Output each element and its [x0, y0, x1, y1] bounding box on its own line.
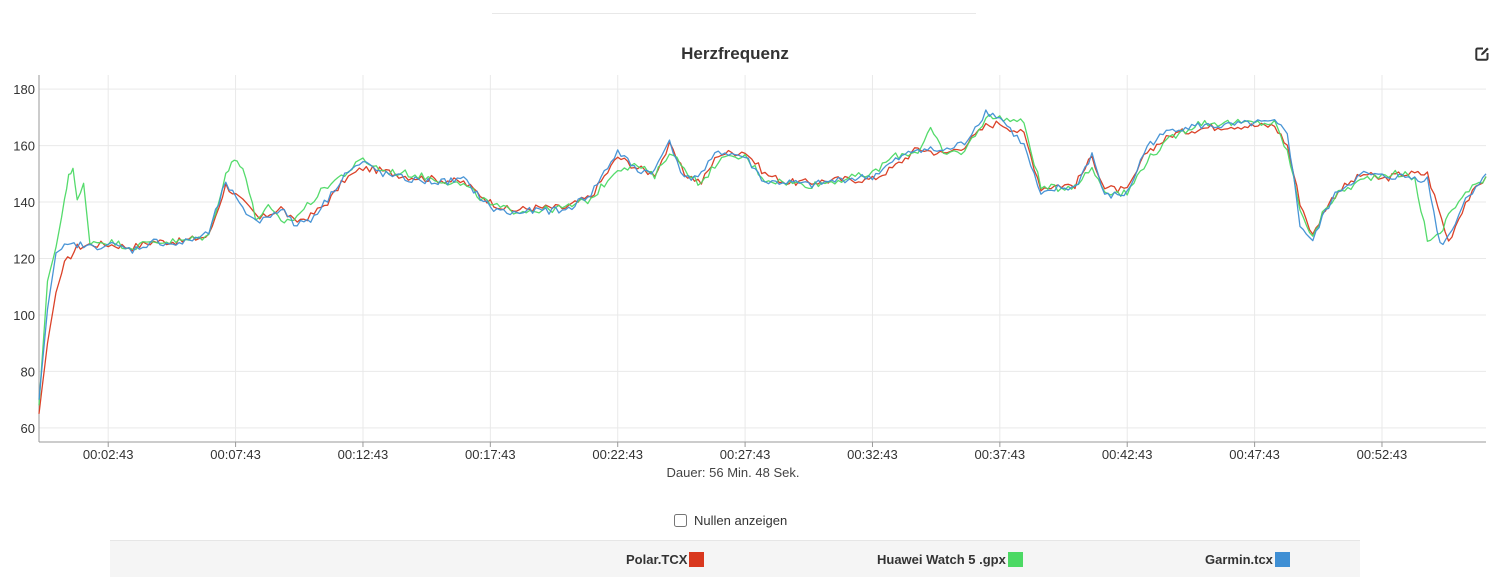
series-line-garmin-tcx: [38, 109, 1487, 400]
y-tick-label: 180: [13, 82, 35, 97]
legend-label-polar: Polar.TCX: [626, 552, 688, 567]
series-line-polar-tcx: [38, 120, 1487, 414]
x-tick-label: 00:17:43: [465, 447, 516, 462]
y-tick-label: 140: [13, 195, 35, 210]
tick-labels: 60 80 100 120 140 160 180 00:02:43 00:07:43 00:12…: [13, 82, 1407, 462]
show-zeros-label: Nullen anzeigen: [694, 512, 788, 528]
x-tick-label: 00:02:43: [83, 447, 134, 462]
legend-item-garmin[interactable]: Garmin.tcx: [1205, 552, 1290, 567]
x-tick-label: 00:37:43: [975, 447, 1026, 462]
y-tick-label: 100: [13, 308, 35, 323]
legend-label-huawei: Huawei Watch 5 .gpx: [877, 552, 1006, 567]
y-tick-label: 120: [13, 252, 35, 267]
x-tick-label: 00:52:43: [1357, 447, 1408, 462]
legend-swatch-huawei: [1007, 552, 1023, 567]
legend-item-polar[interactable]: Polar.TCX: [626, 552, 705, 567]
x-tick-label: 00:42:43: [1102, 447, 1153, 462]
legend: Polar.TCX Huawei Watch 5 .gpx Garmin.tcx: [110, 540, 1360, 577]
chart-title: Herzfrequenz: [681, 44, 789, 63]
x-tick-label: 00:47:43: [1229, 447, 1280, 462]
axes: [38, 75, 1486, 447]
x-tick-label: 00:22:43: [592, 447, 643, 462]
series-line-huawei-watch-5-gpx: [38, 113, 1487, 406]
x-tick-label: 00:27:43: [720, 447, 771, 462]
heart-rate-chart: 60 80 100 120 140 160 180 00:02:43 00:07:43 00:12…: [13, 75, 1487, 462]
grid-lines: [39, 75, 1486, 442]
series-lines: [38, 109, 1487, 414]
x-tick-label: 00:07:43: [210, 447, 261, 462]
top-divider: [492, 13, 976, 14]
x-tick-label: 00:32:43: [847, 447, 898, 462]
legend-swatch-polar: [689, 552, 705, 567]
x-axis-label: Dauer: 56 Min. 48 Sek.: [666, 465, 800, 480]
show-zeros-toggle[interactable]: Nullen anzeigen: [674, 511, 787, 529]
legend-label-garmin: Garmin.tcx: [1205, 552, 1273, 567]
x-tick-label: 00:12:43: [338, 447, 389, 462]
show-zeros-checkbox[interactable]: [674, 513, 687, 527]
y-tick-label: 60: [21, 421, 35, 436]
edit-icon[interactable]: [1474, 46, 1490, 62]
legend-swatch-garmin: [1274, 552, 1290, 567]
y-tick-label: 160: [13, 139, 35, 154]
y-tick-label: 80: [21, 364, 35, 379]
legend-item-huawei[interactable]: Huawei Watch 5 .gpx: [877, 552, 1023, 567]
